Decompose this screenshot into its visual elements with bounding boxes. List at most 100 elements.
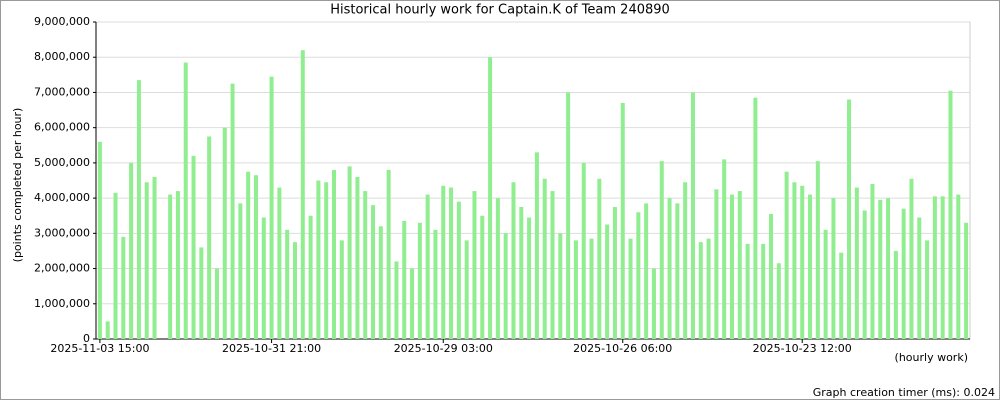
bar <box>386 169 391 339</box>
x-axis-label: (hourly work) <box>895 351 968 364</box>
bar <box>792 182 797 339</box>
bar <box>277 187 282 339</box>
bar <box>503 233 508 339</box>
bar <box>659 161 664 339</box>
bar <box>199 247 204 339</box>
bar <box>847 99 852 339</box>
y-tick-label: 9,000,000 <box>34 15 90 28</box>
bar <box>964 222 969 339</box>
y-tick-label: 0 <box>83 332 90 345</box>
bar <box>519 206 524 339</box>
bar <box>480 215 485 339</box>
bar <box>355 176 360 339</box>
bar <box>292 242 297 339</box>
bar <box>222 127 227 340</box>
bar <box>371 205 376 339</box>
bar <box>136 80 141 339</box>
y-tick-label: 2,000,000 <box>34 262 90 275</box>
bar <box>722 159 727 339</box>
bar <box>854 187 859 339</box>
bar <box>97 141 102 339</box>
footer: Graph creation timer (ms): 0.024 <box>813 386 995 399</box>
y-tick-label: 5,000,000 <box>34 156 90 169</box>
bar <box>550 191 555 339</box>
x-tick-label: 2025-10-29 03:00 <box>394 342 493 355</box>
bar <box>690 92 695 339</box>
bar <box>948 90 953 339</box>
bar <box>410 268 415 339</box>
bar <box>511 182 516 339</box>
plot-area <box>95 21 971 340</box>
bar <box>823 229 828 339</box>
bar <box>706 238 711 339</box>
bar <box>347 166 352 339</box>
bar <box>573 240 578 339</box>
bar <box>698 242 703 339</box>
bar <box>831 198 836 339</box>
y-axis-label: (points completed per hour) <box>11 108 24 263</box>
bar <box>105 321 110 339</box>
bar <box>956 194 961 339</box>
bar <box>129 162 134 339</box>
bar <box>776 263 781 339</box>
bar <box>636 212 641 339</box>
bar <box>878 199 883 339</box>
bar <box>433 229 438 339</box>
bar <box>745 243 750 339</box>
x-tick-label: 2025-10-31 21:00 <box>222 342 321 355</box>
bar <box>675 203 680 339</box>
bar <box>683 182 688 339</box>
bar <box>300 50 305 340</box>
bar <box>917 217 922 339</box>
bar <box>761 243 766 339</box>
bar <box>808 194 813 339</box>
bar <box>527 217 532 339</box>
bar <box>113 192 118 339</box>
bar <box>230 83 235 339</box>
bar <box>651 268 656 339</box>
bar <box>417 222 422 339</box>
bar <box>152 176 157 339</box>
bar <box>316 180 321 339</box>
bar <box>339 240 344 339</box>
bar <box>246 171 251 339</box>
bar <box>238 203 243 339</box>
bar <box>909 178 914 339</box>
bar <box>862 210 867 339</box>
bar <box>261 217 266 339</box>
bar <box>168 194 173 339</box>
bar <box>534 152 539 339</box>
bar <box>285 229 290 339</box>
bar <box>566 92 571 339</box>
bar <box>628 238 633 339</box>
bar <box>737 191 742 339</box>
bar <box>324 182 329 339</box>
y-tick-label: 1,000,000 <box>34 297 90 310</box>
bar <box>394 261 399 339</box>
bar <box>363 191 368 339</box>
bar <box>402 221 407 339</box>
y-tick-label: 4,000,000 <box>34 191 90 204</box>
bar <box>558 233 563 339</box>
chart-title: Historical hourly work for Captain.K of … <box>330 3 670 18</box>
bar <box>464 240 469 339</box>
bar <box>714 189 719 339</box>
bar <box>940 196 945 339</box>
bar <box>597 178 602 339</box>
bar <box>449 187 454 339</box>
bar <box>175 191 180 339</box>
bar <box>925 240 930 339</box>
bar <box>456 201 461 339</box>
bar <box>425 194 430 339</box>
bar <box>495 198 500 339</box>
bar <box>121 236 126 339</box>
bar <box>886 198 891 339</box>
bar <box>207 136 212 339</box>
bar <box>542 178 547 339</box>
bar <box>932 196 937 339</box>
bar <box>729 194 734 339</box>
bar <box>784 171 789 339</box>
bar <box>620 103 625 339</box>
bar <box>253 175 258 339</box>
